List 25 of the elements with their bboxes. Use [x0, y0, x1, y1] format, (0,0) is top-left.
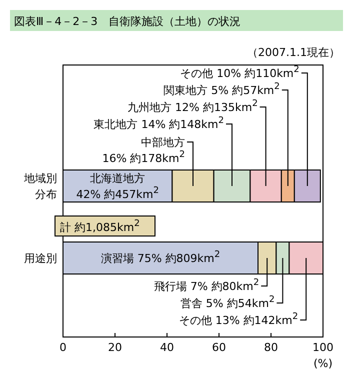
data-label: 42% 約457km$^{2}$	[76, 186, 159, 201]
data-label: 中部地方	[141, 136, 185, 149]
data-label: 演習場 75% 約809km$^{2}$	[100, 250, 220, 265]
data-label: その他 13% 約142km$^{2}$	[178, 312, 298, 327]
data-label: 16% 約178km$^{2}$	[102, 150, 185, 165]
tick: 40	[160, 341, 174, 354]
annotation: （2007.1.1現在）	[247, 46, 340, 59]
xlabel: (%)	[313, 357, 333, 370]
tick: 80	[264, 341, 278, 354]
category: 用途別	[24, 252, 57, 265]
data-label: 北海道地方	[90, 172, 146, 185]
tick: 0	[60, 341, 66, 354]
data-label: 九州地方 12% 約135km$^{2}$	[128, 99, 258, 114]
data-label: 飛行場 7% 約80km$^{2}$	[154, 278, 260, 293]
tick: 20	[108, 341, 122, 354]
data-label: その他 10% 約110km$^{2}$	[180, 65, 300, 80]
data-label: 営舎 5% 約54km$^{2}$	[180, 295, 275, 310]
data-label: 関東地方 5% 約57km$^{2}$	[164, 82, 280, 97]
annotation: 計 約1,085km$^{2}$	[60, 219, 140, 234]
title: 図表Ⅲ－4－2－3 自衛隊施設（土地）の状況	[14, 15, 241, 28]
tick: 100	[312, 341, 334, 354]
data-label: 東北地方 14% 約148km$^{2}$	[94, 116, 224, 131]
category: 分布	[35, 188, 57, 201]
tick: 60	[212, 341, 226, 354]
category: 地域別	[24, 172, 57, 185]
